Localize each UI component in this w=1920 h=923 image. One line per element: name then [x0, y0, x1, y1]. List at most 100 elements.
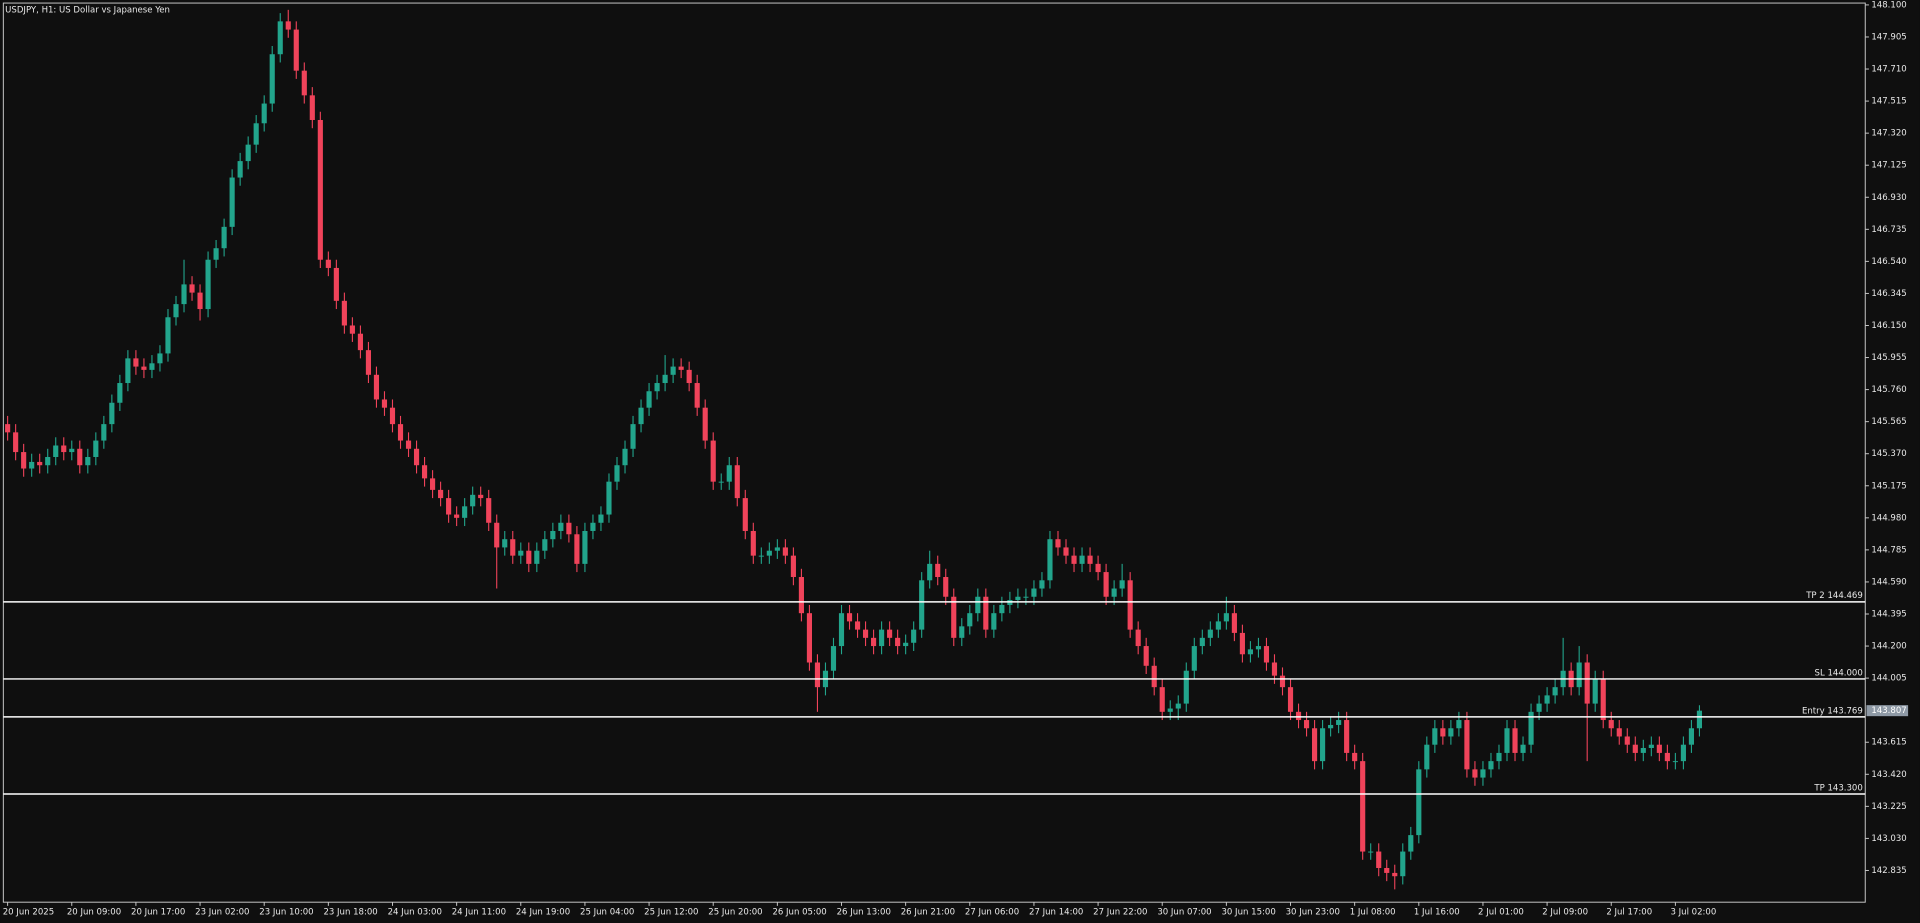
candle-body	[750, 530, 756, 556]
candle-body	[1472, 769, 1478, 778]
candle-body	[710, 440, 716, 482]
candle-body	[1031, 588, 1037, 597]
candle-body	[1328, 724, 1334, 729]
candle-body	[301, 70, 307, 96]
y-tick-label: 147.125	[1871, 161, 1906, 171]
candle-body	[1263, 646, 1270, 663]
candle-body	[662, 374, 668, 384]
candle-body	[911, 629, 917, 643]
x-tick-label: 23 Jun 02:00	[195, 907, 249, 917]
x-tick-label: 20 Jun 2025	[3, 907, 54, 917]
candle-body	[261, 103, 267, 124]
candle-body	[526, 550, 532, 564]
candle-body	[919, 580, 925, 630]
y-tick-label: 144.785	[1871, 545, 1906, 555]
candle-body	[1143, 646, 1149, 666]
candle-body	[991, 613, 997, 630]
candle-body	[967, 613, 973, 627]
candle-body	[1191, 646, 1197, 671]
x-tick-label: 25 Jun 20:00	[708, 907, 762, 917]
x-tick-label: 26 Jun 21:00	[901, 907, 955, 917]
candle-body	[101, 424, 107, 441]
candle-body	[29, 461, 35, 469]
y-tick-label: 144.005	[1871, 674, 1906, 684]
candle-body	[117, 383, 123, 403]
candle-body	[951, 596, 957, 638]
candle-body	[1023, 596, 1029, 598]
y-tick-label: 145.175	[1871, 481, 1906, 491]
candle-body	[181, 284, 187, 305]
candle-body	[1416, 769, 1422, 836]
candle-body	[1616, 728, 1622, 737]
x-tick-label: 24 Jun 19:00	[516, 907, 570, 917]
candle-body	[766, 550, 772, 556]
x-tick-label: 27 Jun 14:00	[1029, 907, 1083, 917]
x-tick-label: 2 Jul 01:00	[1478, 907, 1524, 917]
candle-body	[1688, 728, 1694, 745]
candle-body	[1680, 744, 1686, 762]
candle-body	[405, 440, 412, 449]
candle-body	[430, 478, 436, 490]
candle-body	[1344, 720, 1350, 753]
candle-body	[862, 629, 869, 638]
candle-body	[1352, 752, 1358, 762]
candle-body	[125, 358, 131, 384]
candle-body	[726, 465, 732, 482]
candle-body	[1464, 720, 1470, 770]
candle-body	[1055, 539, 1061, 548]
candle-body	[13, 432, 19, 453]
candle-body	[806, 613, 813, 663]
candle-body	[838, 613, 845, 647]
candle-body	[846, 613, 853, 622]
y-tick-label: 145.565	[1871, 417, 1906, 427]
x-tick-label: 20 Jun 09:00	[67, 907, 121, 917]
y-tick-label: 146.540	[1871, 257, 1906, 267]
candle-body	[1496, 752, 1502, 762]
candle-body	[903, 642, 909, 647]
candle-body	[774, 547, 780, 551]
y-tick-label: 143.420	[1871, 770, 1906, 780]
y-tick-label: 145.955	[1871, 353, 1906, 363]
candle-body	[1239, 632, 1245, 655]
candle-body	[157, 353, 163, 364]
level-label: Entry 143.769	[1802, 706, 1863, 716]
y-tick-label: 147.515	[1871, 97, 1906, 107]
candle-body	[365, 350, 372, 375]
candle-body	[253, 123, 259, 145]
candle-body	[1047, 539, 1053, 581]
candle-body	[229, 177, 235, 227]
level-label: TP 143.300	[1813, 783, 1862, 793]
candle-body	[1656, 744, 1662, 753]
candle-body	[397, 424, 404, 441]
candle-body	[887, 629, 893, 638]
candle-body	[534, 550, 540, 564]
y-tick-label: 143.225	[1871, 802, 1906, 812]
candle-body	[45, 457, 51, 466]
candle-body	[478, 494, 484, 499]
candle-body	[53, 445, 59, 458]
candle-body	[1376, 851, 1382, 868]
candle-body	[782, 547, 788, 556]
candle-body	[678, 366, 684, 370]
candle-body	[943, 577, 949, 597]
candle-body	[373, 374, 380, 400]
candle-body	[1223, 613, 1229, 622]
candle-body	[1672, 761, 1678, 763]
x-tick-label: 26 Jun 13:00	[837, 907, 891, 917]
x-tick-label: 23 Jun 18:00	[323, 907, 377, 917]
candle-body	[85, 457, 91, 466]
candle-body	[133, 358, 139, 367]
candle-body	[285, 21, 291, 30]
candle-body	[205, 259, 211, 310]
candle-body	[590, 522, 596, 531]
candle-body	[598, 514, 604, 523]
x-tick-label: 2 Jul 09:00	[1542, 907, 1588, 917]
y-tick-label: 147.320	[1871, 129, 1906, 139]
candle-body	[1384, 867, 1390, 873]
candle-body	[550, 530, 556, 540]
candle-body	[77, 448, 83, 466]
candle-body	[1312, 728, 1318, 762]
y-tick-label: 147.905	[1871, 32, 1906, 42]
candle-body	[1320, 728, 1326, 762]
